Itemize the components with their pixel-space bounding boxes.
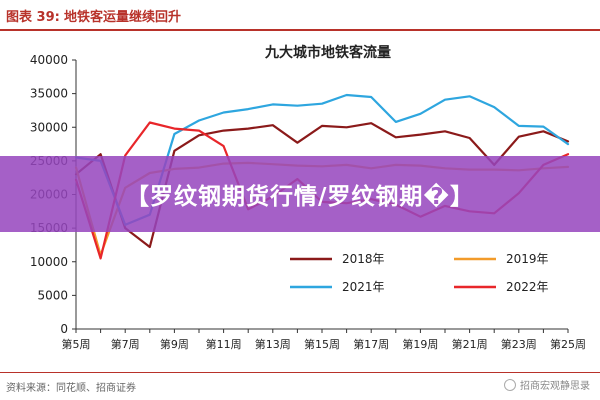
x-tick-label: 第5周 — [62, 337, 91, 351]
footer-rule — [0, 372, 600, 373]
y-tick-label: 40000 — [30, 53, 68, 67]
chart-legend: 2018年 2019年 2021年 2022年 — [290, 252, 549, 294]
header-rule — [0, 29, 600, 31]
source-note: 资料来源：同花顺、招商证券 — [6, 383, 136, 394]
y-tick-label: 35000 — [30, 87, 68, 101]
x-tick-label: 第19周 — [402, 337, 438, 351]
x-tick-label: 第25周 — [550, 337, 586, 351]
x-tick-label: 第11周 — [206, 337, 242, 351]
y-tick-label: 30000 — [30, 120, 68, 134]
x-tick-label: 第9周 — [160, 337, 189, 351]
legend-label: 2021年 — [342, 280, 385, 294]
watermark-text: 招商宏观静思录 — [520, 381, 590, 392]
x-tick-label: 第7周 — [111, 337, 140, 351]
y-tick-label: 10000 — [30, 255, 68, 269]
chart-title: 九大城市地铁客流量 — [264, 44, 391, 61]
figure-header: 图表 39: 地铁客运量继续回升 — [0, 0, 600, 30]
legend-label: 2018年 — [342, 252, 385, 266]
y-tick-label: 5000 — [37, 288, 68, 302]
wechat-icon — [504, 378, 516, 391]
x-tick-label: 第21周 — [452, 337, 488, 351]
figure-caption: 地铁客运量继续回升 — [64, 10, 182, 25]
x-tick-label: 第17周 — [353, 337, 389, 351]
x-tick-label: 第23周 — [501, 337, 537, 351]
figure-number: 图表 39: — [6, 10, 60, 25]
y-tick-label: 0 — [60, 322, 68, 336]
watermark: 招商宏观静思录 — [504, 377, 590, 392]
legend-label: 2019年 — [506, 252, 549, 266]
legend-label: 2022年 — [506, 280, 549, 294]
x-tick-label: 第13周 — [255, 337, 291, 351]
x-tick-label: 第15周 — [304, 337, 340, 351]
banner-text: 【罗纹钢期货行情/罗纹钢期�】 — [125, 184, 474, 210]
overlay-banner[interactable]: 【罗纹钢期货行情/罗纹钢期�】 — [0, 156, 600, 232]
